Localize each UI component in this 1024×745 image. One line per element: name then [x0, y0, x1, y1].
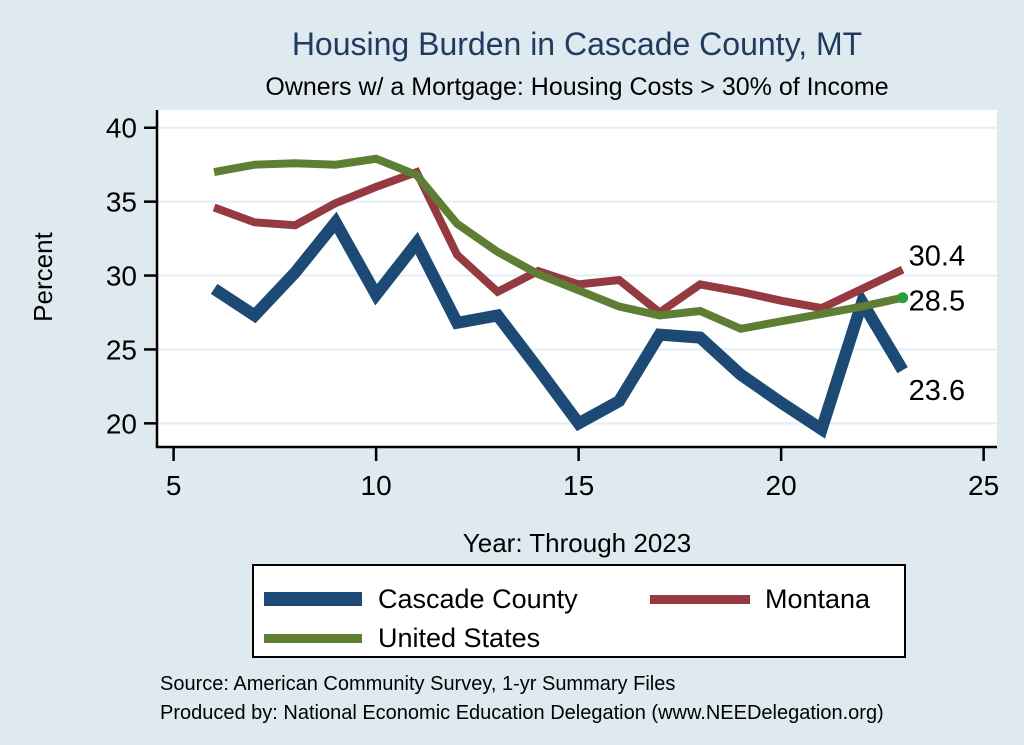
y-tick-label: 30	[106, 261, 137, 292]
source-notes: Source: American Community Survey, 1-yr …	[160, 670, 1000, 728]
y-tick-label: 20	[106, 408, 137, 439]
legend-swatch-montana	[650, 595, 750, 604]
chart-title: Housing Burden in Cascade County, MT	[291, 26, 863, 62]
legend-label-cascade-county: Cascade County	[378, 584, 578, 614]
series-line-cascade-county	[210, 211, 908, 439]
series-end-label: 23.6	[909, 375, 965, 407]
x-axis-label: Year: Through 2023	[462, 528, 692, 558]
y-axis-label: Percent	[28, 232, 58, 322]
y-tick-label: 25	[106, 334, 137, 365]
series-end-label: 30.4	[909, 241, 965, 273]
legend-label-united-states: United States	[378, 623, 541, 653]
x-tick-label: 5	[166, 470, 182, 501]
series-end-marker	[897, 292, 909, 304]
series-line-united-states	[213, 154, 904, 333]
legend: Cascade County Montana United States	[252, 564, 906, 658]
legend-label-montana: Montana	[765, 584, 871, 614]
plot-area: 20 25 30 35 40 5 10 15 20 25 23.6 30.4 28.5	[106, 110, 999, 501]
produced-by-line: Produced by: National Economic Education…	[160, 702, 884, 724]
y-tick-label: 40	[106, 113, 137, 144]
x-tick-label: 15	[563, 470, 594, 501]
legend-swatch-cascade-county	[264, 592, 362, 606]
x-tick-label: 10	[361, 470, 392, 501]
source-line: Source: American Community Survey, 1-yr …	[160, 673, 676, 695]
series-line-montana	[212, 167, 905, 318]
x-tick-label: 25	[968, 470, 999, 501]
series-end-label: 28.5	[909, 286, 965, 318]
chart-subtitle: Owners w/ a Mortgage: Housing Costs > 30…	[265, 73, 889, 101]
y-tick-label: 35	[106, 187, 137, 218]
legend-swatch-united-states	[264, 634, 362, 643]
x-tick-label: 20	[766, 470, 797, 501]
